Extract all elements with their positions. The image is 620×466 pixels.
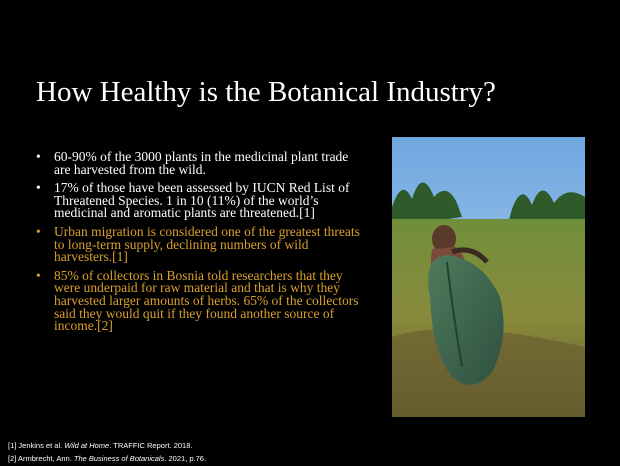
bullet: 85% of collectors in Bosnia told researc… xyxy=(36,270,366,333)
footnote-title: Wild at Home xyxy=(64,441,109,450)
footnote-title: The Business of Botanicals xyxy=(74,454,164,463)
slide-title: How Healthy is the Botanical Industry? xyxy=(36,76,496,109)
bullet: Urban migration is considered one of the… xyxy=(36,226,366,264)
footnote-text: [2] Armbrecht, Ann. xyxy=(8,454,74,463)
bullet: 17% of those have been assessed by IUCN … xyxy=(36,182,366,220)
footnote-text: . 2021, p.76. xyxy=(164,454,206,463)
footnote: [2] Armbrecht, Ann. The Business of Bota… xyxy=(8,454,206,463)
bullet: 60-90% of the 3000 plants in the medicin… xyxy=(36,151,366,176)
footnote-text: . TRAFFIC Report. 2018. xyxy=(109,441,192,450)
slide: How Healthy is the Botanical Industry? 6… xyxy=(0,0,620,466)
bullet-list: 60-90% of the 3000 plants in the medicin… xyxy=(36,151,366,339)
footnote: [1] Jenkins et al. Wild at Home. TRAFFIC… xyxy=(8,441,192,450)
photo xyxy=(392,137,585,417)
footnote-text: [1] Jenkins et al. xyxy=(8,441,64,450)
